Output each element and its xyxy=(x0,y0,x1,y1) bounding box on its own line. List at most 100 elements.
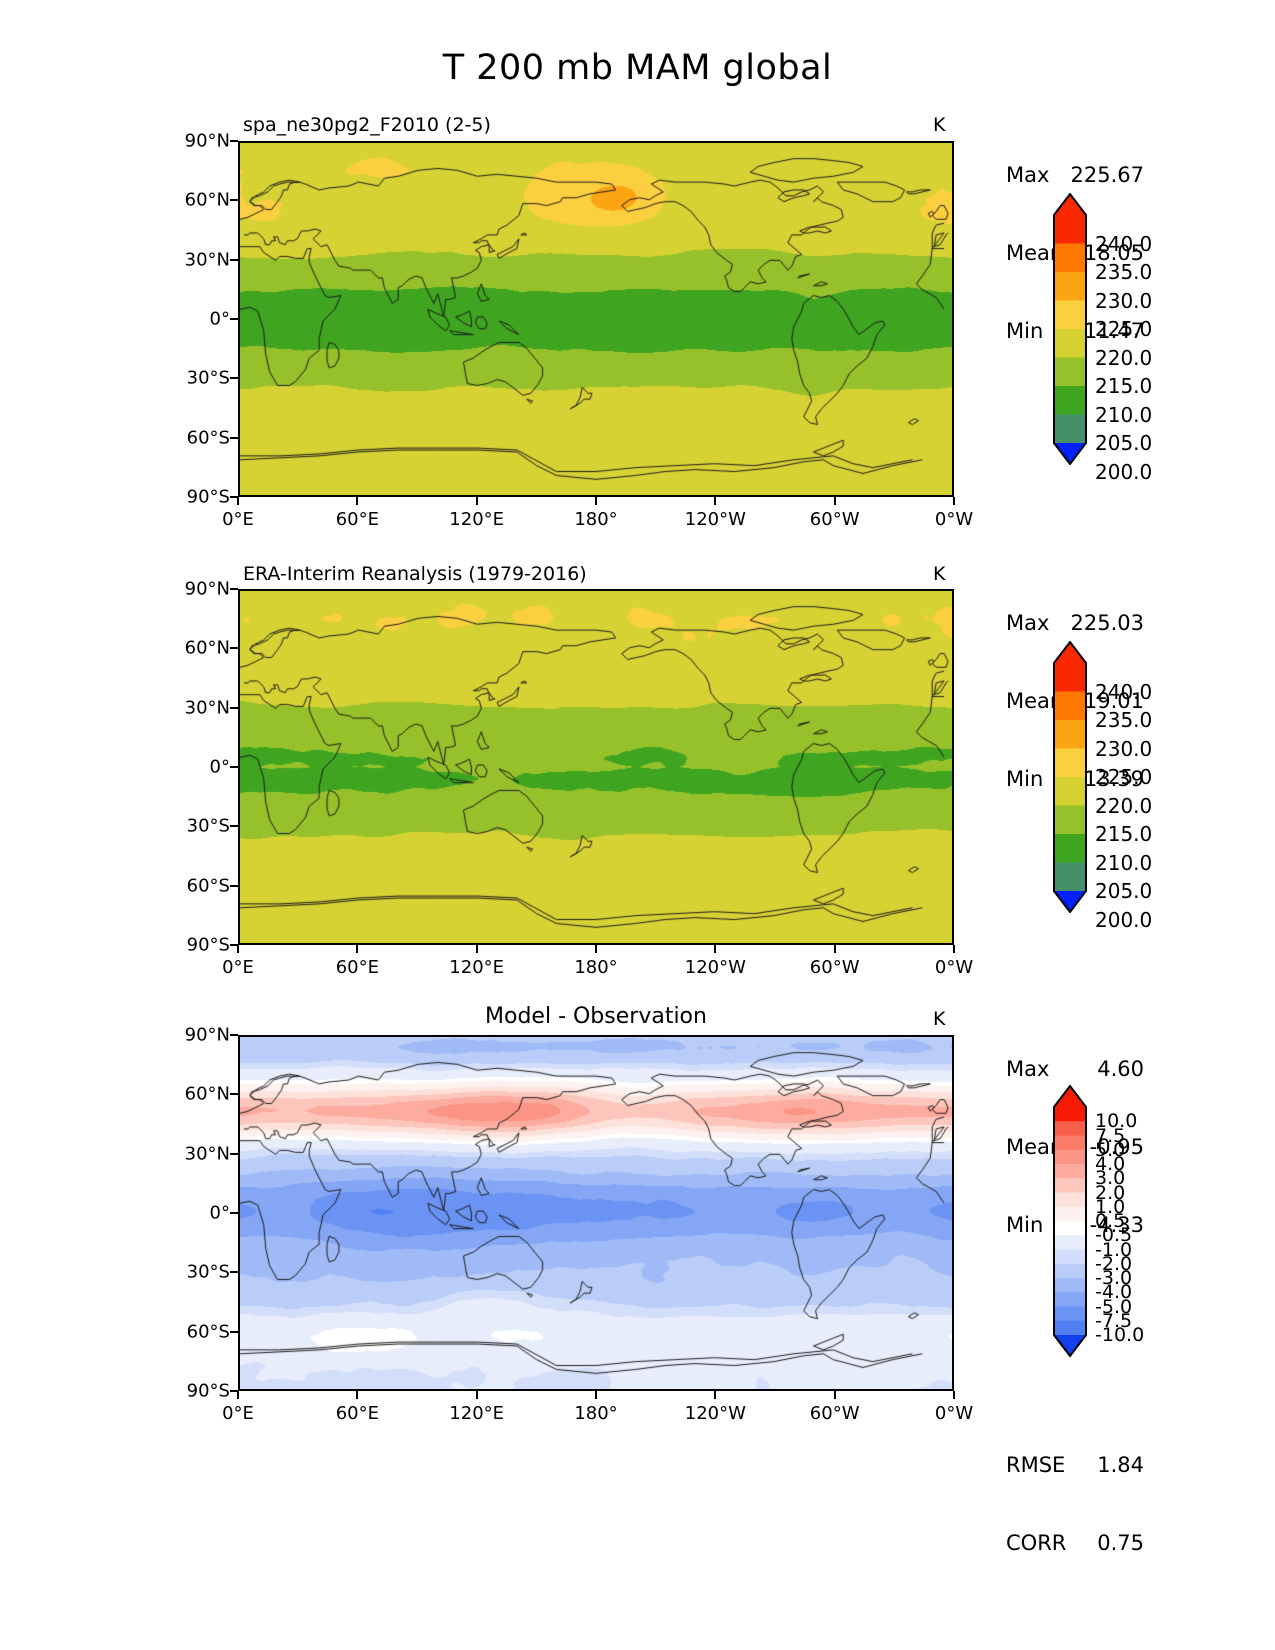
colorbar-tick-label: 235.0 xyxy=(1095,708,1153,732)
ytick-mark xyxy=(230,1093,238,1096)
map-model-canvas xyxy=(240,143,952,495)
xtick-mark xyxy=(356,497,359,505)
colorbar-tick-label: 215.0 xyxy=(1095,374,1153,398)
xtick-label: 60°W xyxy=(809,957,860,978)
xtick-mark xyxy=(356,945,359,953)
colorbar-tick-label: 230.0 xyxy=(1095,736,1153,761)
colorbar-tick-label: 5.0 xyxy=(1095,1138,1126,1161)
colorbar-tick-label: -7.5 xyxy=(1095,1309,1133,1332)
ytick-mark xyxy=(230,1390,238,1392)
ytick-mark xyxy=(230,377,238,380)
panel-model-units: K xyxy=(933,114,946,136)
panel-observation-units: K xyxy=(933,563,946,585)
ytick-label: 60°N xyxy=(184,637,230,659)
xtick-mark xyxy=(953,497,955,505)
stat-label: Max xyxy=(1006,163,1050,187)
ytick-label: 60°N xyxy=(184,189,230,211)
xtick-label: 60°W xyxy=(809,509,860,530)
colorbar-tick-label: 0.5 xyxy=(1095,1210,1126,1232)
map-observation[interactable] xyxy=(238,589,954,945)
xtick-label: 60°W xyxy=(809,1403,860,1424)
ytick-label: 60°N xyxy=(184,1083,230,1105)
xtick-label: 0°W xyxy=(934,957,974,978)
xtick-label: 0°W xyxy=(934,1403,974,1424)
xtick-label: 120°W xyxy=(684,1403,746,1424)
colorbar-tick-label: -10.0 xyxy=(1095,1324,1145,1346)
ytick-label: 60°S xyxy=(186,875,230,897)
stat-label: Max xyxy=(1006,611,1050,635)
map-difference-canvas xyxy=(240,1037,952,1389)
colorbar-tick-label: -5.0 xyxy=(1095,1295,1133,1318)
metric-label: RMSE xyxy=(1006,1453,1066,1477)
ytick-mark xyxy=(230,1152,238,1155)
colorbar-model[interactable]: 240.0 235.0 230.0 225.0 220.0 215.0 210.0 205.0… xyxy=(1053,193,1152,484)
colorbar-observation[interactable]: 240.0 235.0 230.0 225.0 220.0 215.0 210.0 205.0… xyxy=(1053,641,1152,932)
xtick-label: 180° xyxy=(574,957,618,978)
ytick-label: 30°S xyxy=(186,1261,230,1283)
metric-label: CORR xyxy=(1006,1531,1067,1555)
ytick-label: 30°N xyxy=(184,249,230,271)
stat-value: 225.03 xyxy=(1070,611,1144,635)
xtick-label: 120°E xyxy=(449,957,505,978)
xtick-mark xyxy=(833,1391,836,1399)
colorbar-tick-label: 7.5 xyxy=(1095,1124,1126,1147)
colorbar-tick-label: 230.0 xyxy=(1095,288,1153,313)
xtick-label: 120°W xyxy=(684,509,746,530)
xtick-label: 60°E xyxy=(335,1403,379,1424)
xtick-label: 120°E xyxy=(449,509,505,530)
ytick-mark xyxy=(230,944,238,946)
map-observation-canvas xyxy=(240,591,952,943)
ytick-label: 30°S xyxy=(186,367,230,389)
xtick-mark xyxy=(475,497,478,505)
ytick-mark xyxy=(230,318,238,320)
colorbar-tick-label: -0.5 xyxy=(1095,1224,1133,1247)
panel-observation-subtitle: ERA-Interim Reanalysis (1979-2016) xyxy=(243,563,587,585)
ytick-label: 90°N xyxy=(184,578,230,600)
colorbar-tick-label: -4.0 xyxy=(1095,1281,1133,1304)
ytick-mark xyxy=(230,436,238,439)
xtick-label: 0°E xyxy=(222,509,254,530)
map-model[interactable] xyxy=(238,141,954,497)
colorbar-tick-label: 225.0 xyxy=(1095,317,1153,341)
xtick-mark xyxy=(595,1391,597,1399)
xtick-mark xyxy=(714,497,717,505)
colorbar-tick-label: -3.0 xyxy=(1095,1267,1133,1289)
ytick-mark xyxy=(230,706,238,709)
colorbar-tick-label: 235.0 xyxy=(1095,260,1153,284)
figure-title: T 200 mb MAM global xyxy=(442,48,833,88)
colorbar-tick-label: 215.0 xyxy=(1095,822,1153,846)
ytick-mark xyxy=(230,140,238,142)
ytick-mark xyxy=(230,199,238,202)
map-difference[interactable] xyxy=(238,1035,954,1391)
xtick-mark xyxy=(953,945,955,953)
ytick-label: 60°S xyxy=(186,1321,230,1343)
stat-value: -4.33 xyxy=(1089,1213,1144,1237)
colorbar-tick-label: 240.0 xyxy=(1095,679,1153,704)
metric-value: 1.84 xyxy=(1097,1453,1144,1477)
xtick-label: 120°W xyxy=(684,957,746,978)
panel-difference-metrics: RMSE 1.84 CORR 0.75 xyxy=(1006,1400,1144,1608)
xtick-label: 60°E xyxy=(335,509,379,530)
ytick-label: 90°S xyxy=(186,486,230,508)
colorbar-tick-label: 3.0 xyxy=(1095,1167,1126,1190)
panel-difference-subtitle: Model - Observation xyxy=(485,1004,707,1029)
ytick-label: 0° xyxy=(209,756,230,778)
colorbar-tick-label: -2.0 xyxy=(1095,1252,1133,1275)
colorbar-tick-label: 220.0 xyxy=(1095,793,1153,818)
panel-difference-units: K xyxy=(933,1008,946,1030)
ytick-mark xyxy=(230,1271,238,1274)
colorbar-tick-label: -1.0 xyxy=(1095,1238,1133,1261)
xtick-label: 0°E xyxy=(222,957,254,978)
ytick-mark xyxy=(230,1034,238,1036)
panel-model-subtitle: spa_ne30pg2_F2010 (2-5) xyxy=(243,114,491,136)
colorbar-tick-label: 220.0 xyxy=(1095,345,1153,370)
colorbar-tick-label: 200.0 xyxy=(1095,907,1153,932)
xtick-mark xyxy=(714,1391,717,1399)
colorbar-difference[interactable]: 10.0 7.5 5.0 4.0 3.0 2.0 1.0 0.5 -0.5 -1.0 -2.0 -3.… xyxy=(1053,1085,1144,1357)
xtick-label: 180° xyxy=(574,1403,618,1424)
colorbar-tick-label: 10.0 xyxy=(1095,1110,1138,1133)
xtick-mark xyxy=(714,945,717,953)
colorbar-tick-label: 200.0 xyxy=(1095,459,1153,484)
stat-label: Max xyxy=(1006,1057,1050,1081)
stat-value: 225.67 xyxy=(1070,163,1144,187)
